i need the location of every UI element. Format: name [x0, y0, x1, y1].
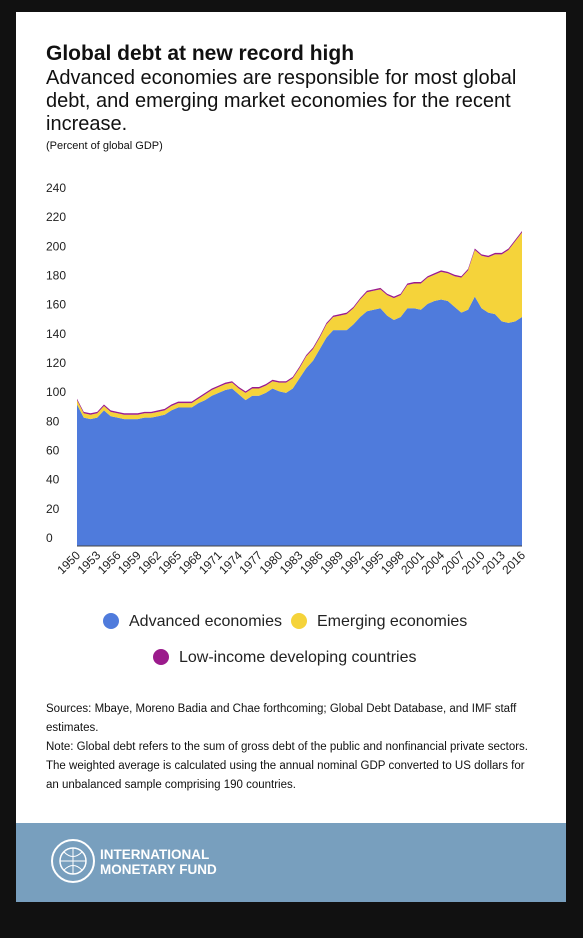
- y-tick-label: 20: [46, 502, 60, 516]
- footer-band: [16, 823, 566, 902]
- logo: [51, 839, 95, 883]
- legend-label: Advanced economies: [129, 613, 282, 630]
- y-axis-label: (Percent of global GDP): [46, 140, 163, 152]
- y-tick-label: 140: [46, 327, 66, 341]
- area: [77, 296, 522, 546]
- legend-label: Low-income developing countries: [179, 649, 416, 666]
- y-tick-label: 40: [46, 473, 60, 487]
- y-tick-label: 80: [46, 414, 60, 428]
- sources: Sources: Mbaye, Moreno Badia and Chae fo…: [46, 703, 517, 734]
- chart-title: Global debt at new record high: [46, 42, 355, 65]
- note: Note: Global debt refers to the sum of g…: [46, 741, 528, 791]
- legend-swatch: [153, 649, 169, 665]
- footer-line: INTERNATIONAL: [100, 847, 210, 862]
- y-tick-label: 200: [46, 239, 66, 253]
- footer-line: MONETARY FUND: [100, 862, 217, 877]
- y-tick-label: 100: [46, 385, 66, 399]
- y-tick-label: 180: [46, 269, 66, 283]
- legend-swatch: [291, 613, 307, 629]
- x-tick-label: 2016: [499, 548, 528, 577]
- footer-org: INTERNATIONAL MONETARY FUND: [100, 847, 217, 877]
- legend-swatch: [103, 613, 119, 629]
- y-tick-label: 60: [46, 444, 60, 458]
- y-tick-label: 240: [46, 181, 66, 195]
- y-tick-label: 220: [46, 210, 66, 224]
- y-tick-label: 160: [46, 298, 66, 312]
- chart-subtitle: Advanced economies are responsible for m…: [46, 67, 517, 135]
- y-tick-label: 0: [46, 531, 53, 545]
- legend-label: Emerging economies: [317, 613, 467, 630]
- y-tick-label: 120: [46, 356, 66, 370]
